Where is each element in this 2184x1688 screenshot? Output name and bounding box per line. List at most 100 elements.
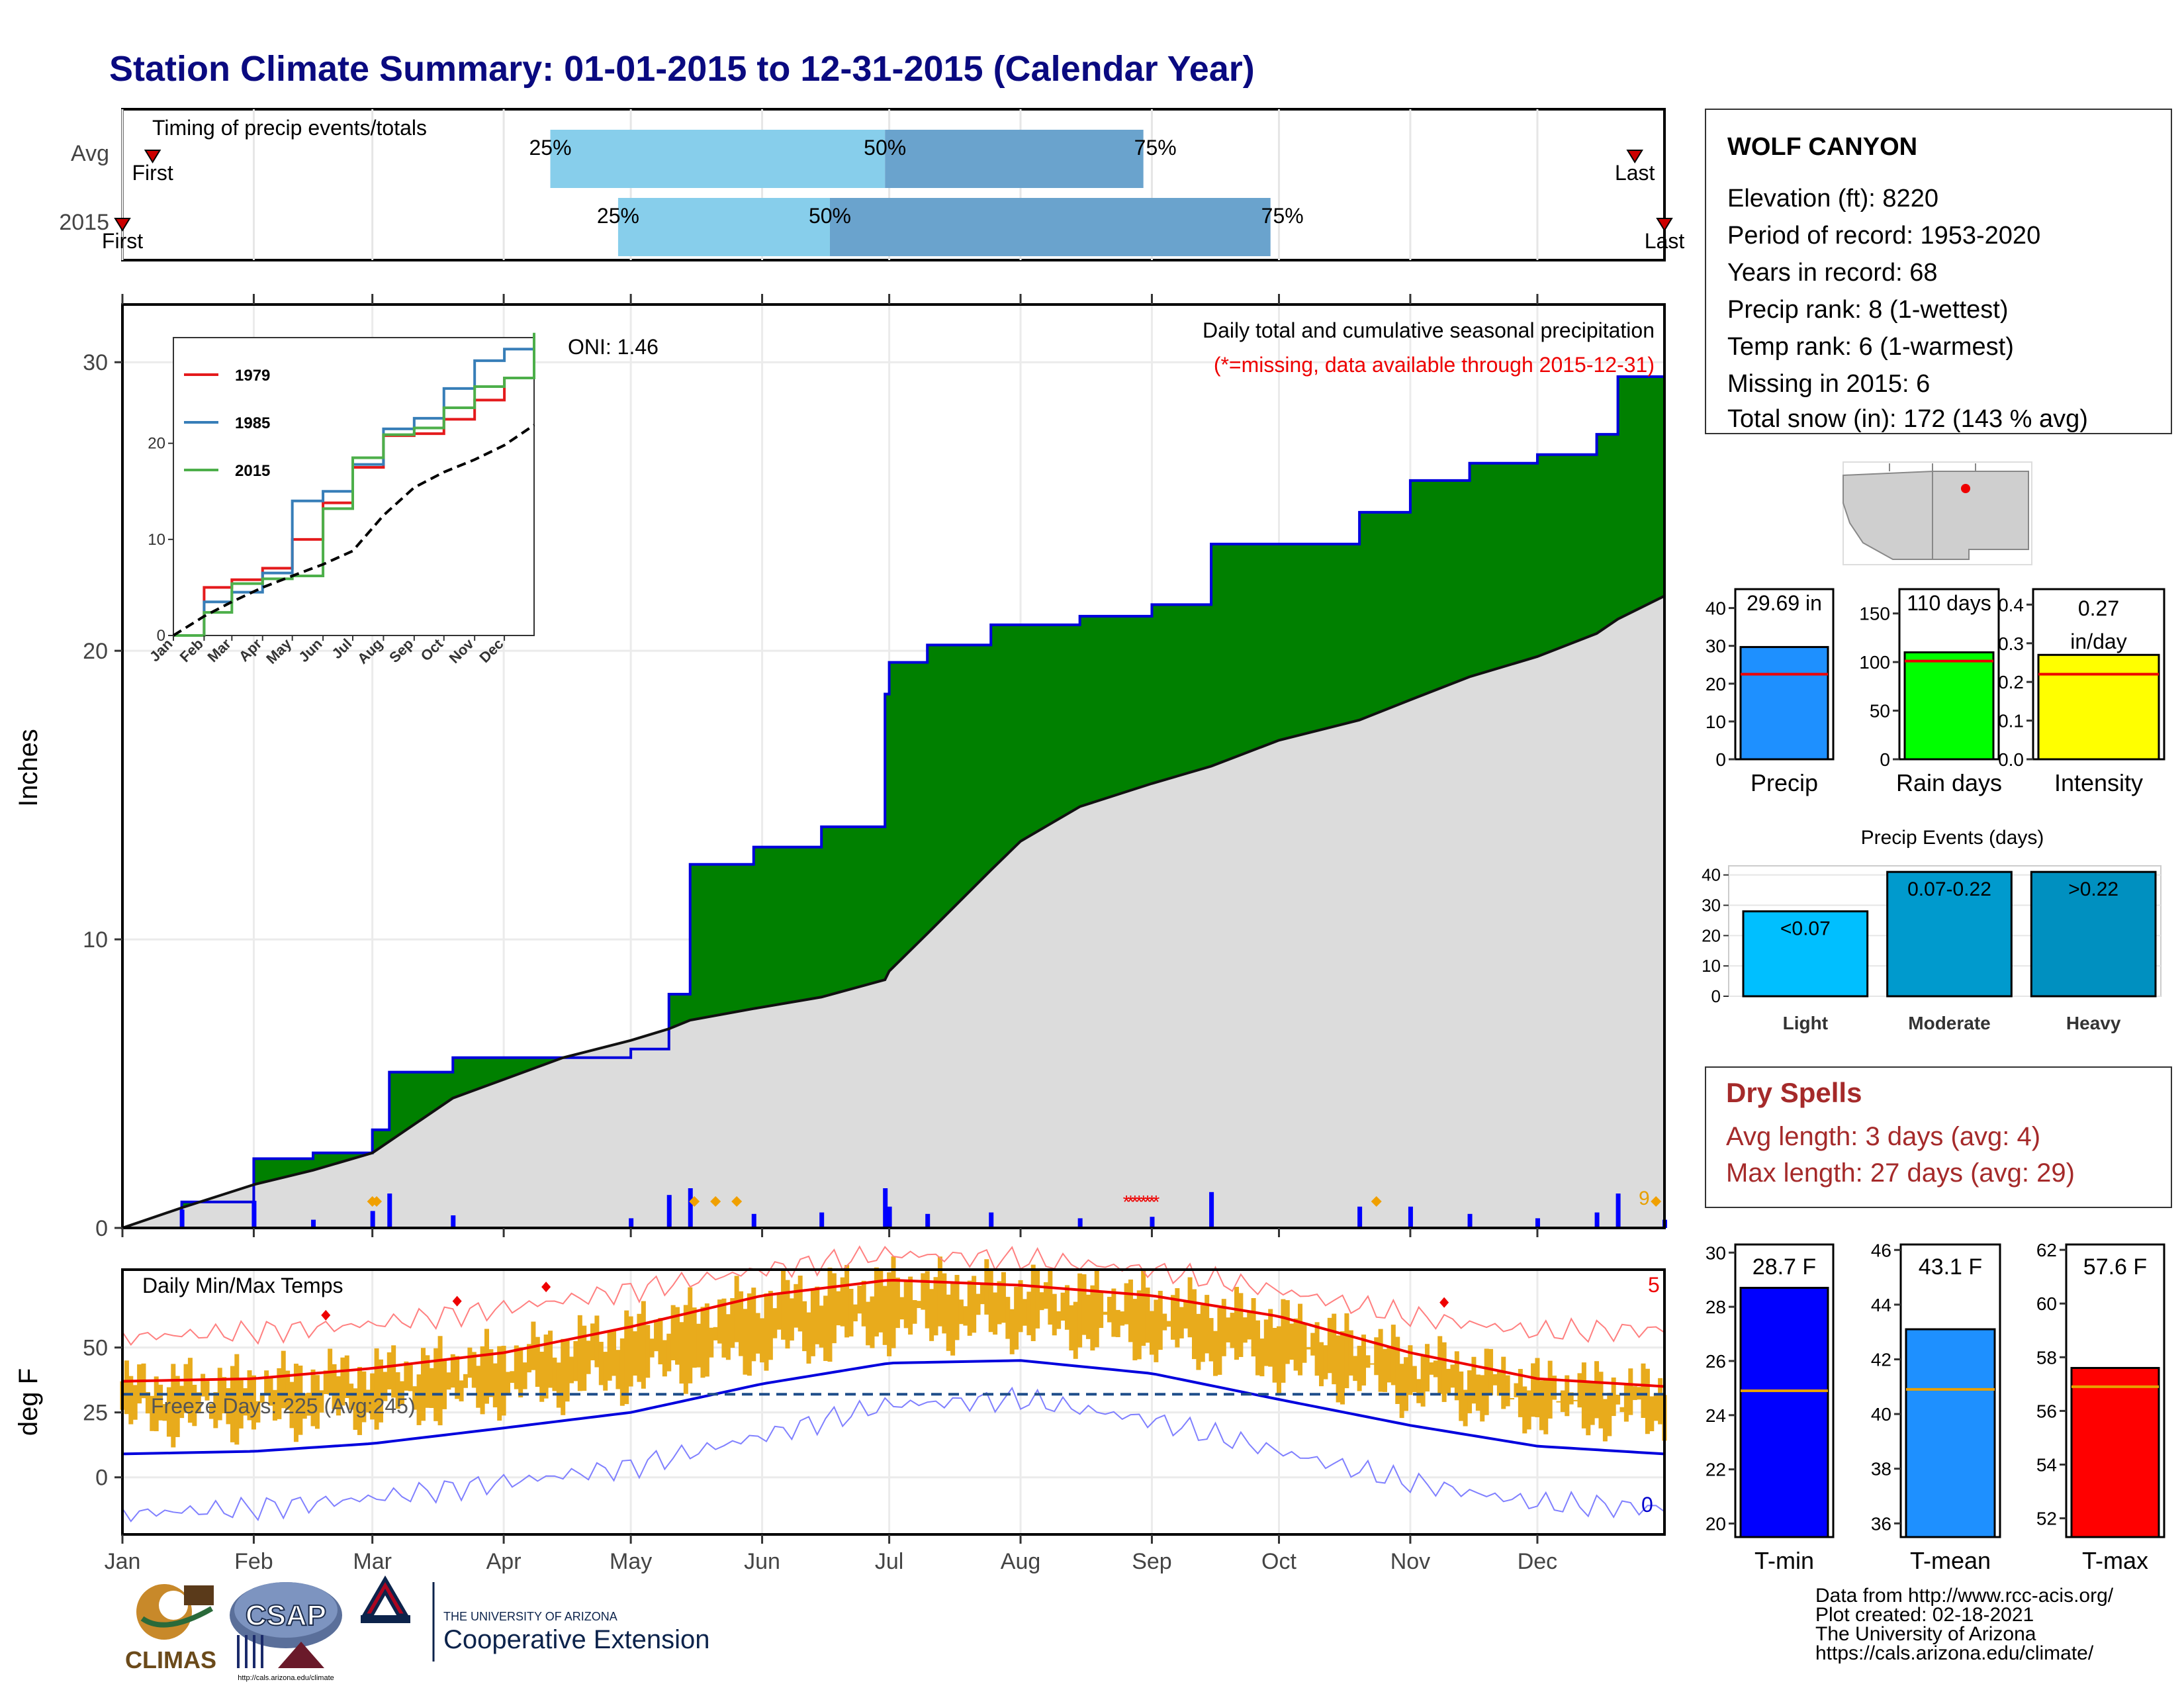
- daily-temp-bar: [1263, 1319, 1269, 1366]
- summary-bar-name: Intensity: [2054, 769, 2143, 796]
- daily-temp-bar: [1573, 1399, 1578, 1401]
- temp-panel-label: Daily Min/Max Temps: [142, 1274, 343, 1297]
- daily-temp-bar: [408, 1364, 413, 1391]
- daily-temp-bar: [1175, 1288, 1180, 1348]
- daily-temp-bar: [1099, 1290, 1104, 1329]
- summary-ytick-label: 10: [1706, 712, 1726, 732]
- event-range-label: >0.22: [2068, 878, 2118, 900]
- daily-temp-bar: [336, 1376, 341, 1416]
- daily-temp-bar: [1234, 1287, 1239, 1360]
- dry-spells-title: Dry Spells: [1726, 1077, 1862, 1108]
- event-bar-light: [1742, 910, 1869, 998]
- temp-summary-ytick-label: 36: [1871, 1513, 1891, 1534]
- daily-temp-bar: [1446, 1368, 1451, 1394]
- daily-temp-bar: [1128, 1279, 1133, 1342]
- daily-temp-bar: [416, 1374, 422, 1425]
- daily-temp-bar: [1628, 1368, 1633, 1415]
- daily-temp-bar: [1353, 1356, 1358, 1382]
- timing-p75-label: 75%: [1134, 136, 1177, 160]
- daily-temp-bar: [527, 1344, 532, 1373]
- daily-temp-bar: [1395, 1336, 1400, 1405]
- summary-ytick-label: 40: [1706, 598, 1726, 619]
- station-name: WOLF CANYON: [1727, 133, 1917, 161]
- daily-temp-bar: [1602, 1399, 1608, 1442]
- daily-temp-bar: [412, 1386, 418, 1410]
- daily-temp-bar: [1569, 1392, 1574, 1405]
- daily-temp-bar: [1543, 1379, 1549, 1434]
- daily-temp-bar: [654, 1319, 659, 1352]
- daily-temp-bar: [374, 1348, 379, 1430]
- daily-precip-bar: [688, 1188, 693, 1228]
- daily-temp-bar: [899, 1297, 905, 1320]
- daily-temp-bar: [1425, 1344, 1430, 1392]
- temp-summary-value-label: 28.7 F: [1752, 1254, 1816, 1280]
- inset-ytick-label: 10: [148, 531, 165, 549]
- daily-temp-bar: [1437, 1336, 1443, 1394]
- daily-temp-bar: [1556, 1401, 1561, 1403]
- temp-summary-bars: 20 22 24 26 28 30 28.7 F T-min 36 38 40 42 44 46 43.1 …: [1706, 1240, 2165, 1574]
- daily-temp-bar: [1361, 1335, 1367, 1386]
- snow-marker: [371, 1196, 383, 1207]
- daily-temp-bar: [1390, 1325, 1396, 1385]
- daily-temp-bar: [450, 1354, 455, 1388]
- daily-temp-bar: [281, 1350, 286, 1409]
- daily-temp-bar: [1586, 1382, 1591, 1436]
- daily-temp-bar: [183, 1364, 189, 1413]
- daily-temp-bar: [285, 1370, 291, 1410]
- daily-temp-bar: [1598, 1372, 1604, 1429]
- daily-temp-bar: [1035, 1270, 1040, 1329]
- daily-temp-bar: [1387, 1346, 1392, 1383]
- daily-precip-bar: [1535, 1218, 1540, 1228]
- daily-temp-bar: [586, 1340, 591, 1374]
- daily-temp-bar: [1539, 1380, 1544, 1430]
- daily-temp-bar: [319, 1390, 324, 1413]
- temp-summary-ytick-label: 38: [1871, 1459, 1891, 1479]
- avg-min-line: [122, 1359, 1665, 1456]
- daily-temp-bar: [1357, 1346, 1362, 1391]
- precip-surplus-area: [122, 371, 1664, 1228]
- daily-temp-bar: [441, 1360, 447, 1409]
- last-event-label: Last: [1645, 229, 1685, 253]
- daily-temp-bar: [734, 1276, 739, 1342]
- daily-temp-bar: [1323, 1345, 1328, 1380]
- daily-temp-bar: [1221, 1299, 1226, 1356]
- footer-line-4: https://cals.arizona.edu/climate/: [1815, 1642, 2094, 1664]
- precip-ytick-label: 0: [95, 1216, 108, 1241]
- daily-temp-bar: [797, 1276, 803, 1332]
- month-label: Jun: [744, 1549, 780, 1574]
- snow-marker: [689, 1196, 700, 1207]
- csap-logo: CSAP http://cals.arizona.edu/climate: [230, 1582, 342, 1682]
- daily-temp-bar: [514, 1345, 519, 1389]
- daily-temp-bar: [1441, 1342, 1447, 1402]
- daily-temp-bar: [979, 1284, 985, 1305]
- daily-temp-bar: [492, 1363, 498, 1408]
- temp-summary-ytick-label: 20: [1706, 1514, 1726, 1534]
- summary-ytick-label: 0.1: [1998, 711, 2024, 731]
- daily-temp-bar: [1259, 1338, 1265, 1377]
- daily-temp-bar: [1649, 1396, 1655, 1432]
- daily-temp-bar: [925, 1271, 930, 1329]
- daily-precip-bar: [666, 1195, 672, 1228]
- events-ytick-label: 10: [1702, 956, 1721, 976]
- daily-temp-bar: [1475, 1374, 1480, 1411]
- daily-temp-bar: [704, 1303, 709, 1377]
- daily-precip-bar: [1594, 1212, 1600, 1228]
- inset-legend-label: 1985: [235, 414, 270, 432]
- daily-temp-bar: [1658, 1378, 1663, 1425]
- daily-temp-bar: [132, 1385, 138, 1420]
- temp-summary-ytick-label: 26: [1706, 1351, 1726, 1372]
- ua-large-text: Cooperative Extension: [443, 1625, 709, 1654]
- daily-temp-bar: [1615, 1394, 1621, 1405]
- daily-temp-bar: [306, 1392, 312, 1416]
- daily-temp-bar: [1069, 1305, 1074, 1351]
- daily-temp-bar: [730, 1298, 735, 1348]
- daily-temp-bar: [976, 1293, 981, 1315]
- daily-temp-bar: [425, 1355, 430, 1408]
- daily-temp-bar: [1255, 1320, 1260, 1376]
- event-bar-heavy: [2030, 870, 2157, 998]
- daily-temp-bar: [455, 1356, 460, 1399]
- daily-temp-bar: [755, 1313, 760, 1354]
- daily-temp-bar: [874, 1267, 879, 1336]
- daily-temp-bar: [1496, 1372, 1502, 1396]
